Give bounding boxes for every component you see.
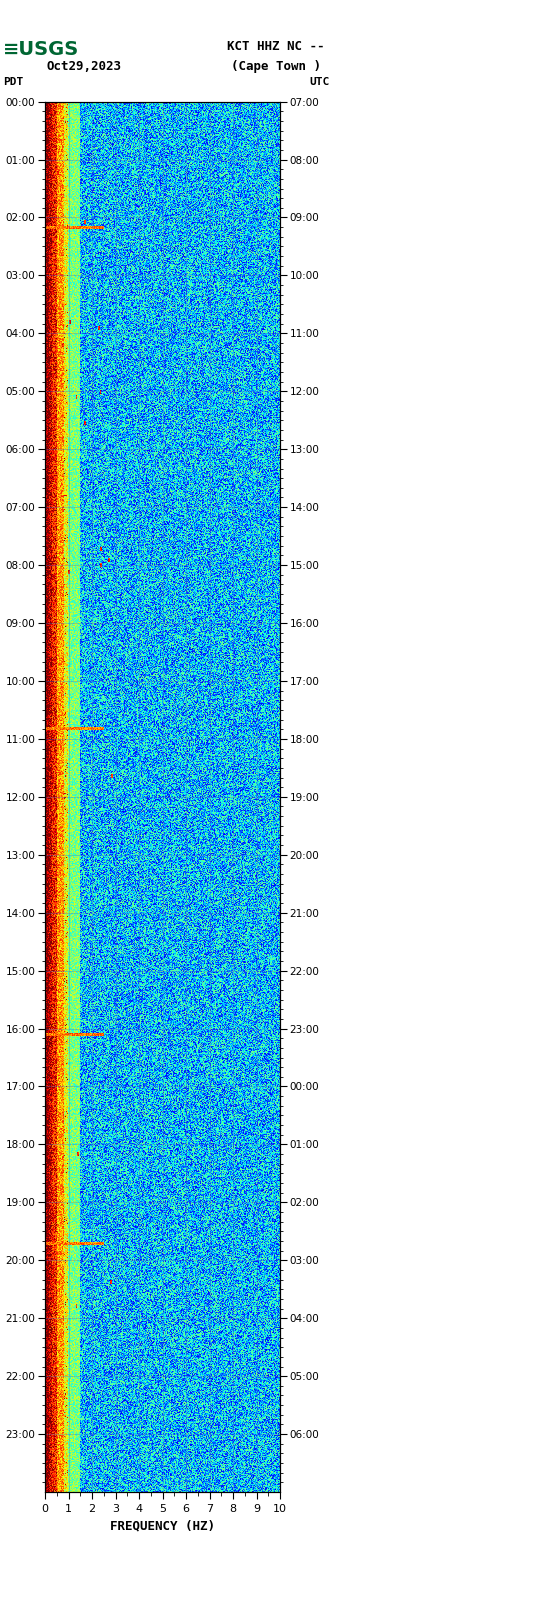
Text: Oct29,2023: Oct29,2023 [47,60,122,73]
Text: KCT HHZ NC --: KCT HHZ NC -- [227,40,325,53]
X-axis label: FREQUENCY (HZ): FREQUENCY (HZ) [110,1519,215,1532]
Text: UTC: UTC [309,77,330,87]
Text: ≡USGS: ≡USGS [3,40,79,60]
Text: PDT: PDT [3,77,23,87]
Text: (Cape Town ): (Cape Town ) [231,60,321,73]
